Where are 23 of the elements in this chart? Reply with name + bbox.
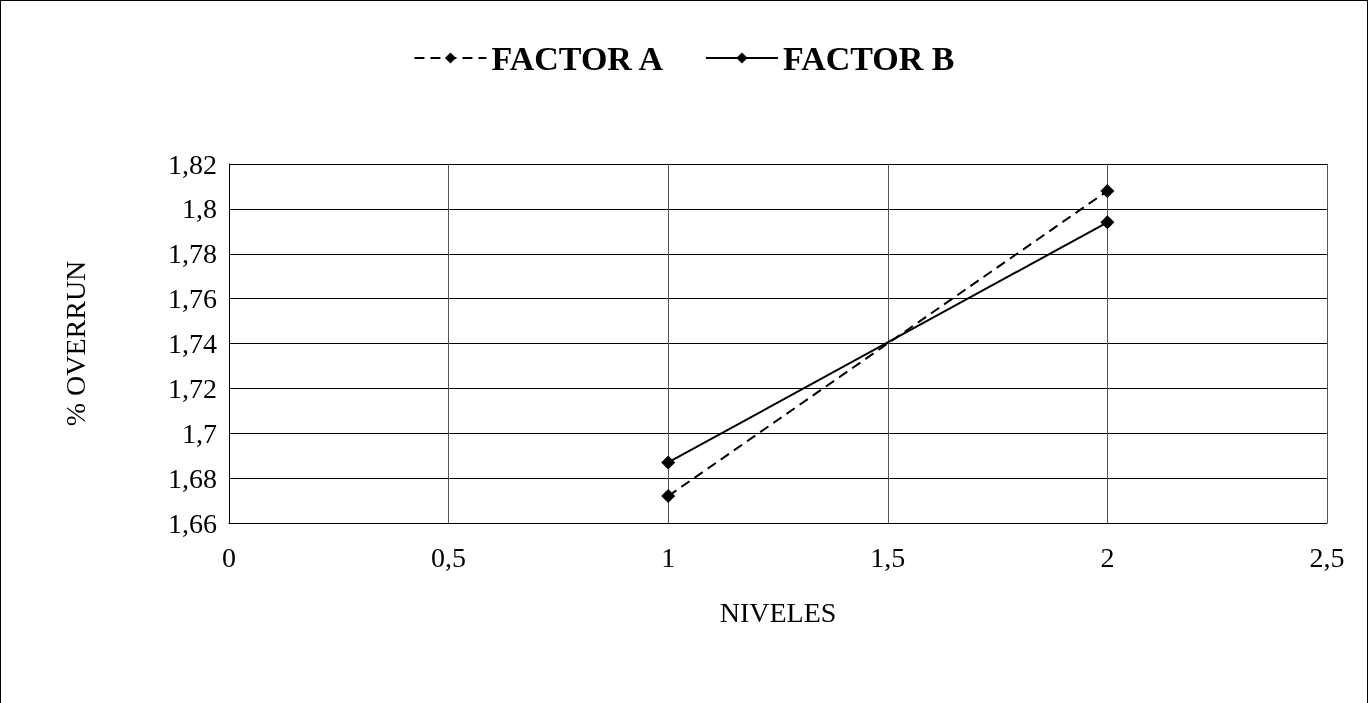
y-tick-label: 1,7 xyxy=(182,417,217,449)
y-tick-label: 1,78 xyxy=(168,238,217,270)
y-axis-title: % OVERRUN xyxy=(59,260,91,427)
point xyxy=(661,489,676,504)
y-tick-label: 1,66 xyxy=(168,507,217,539)
point xyxy=(661,455,676,470)
y-tick-label: 1,72 xyxy=(168,372,217,404)
y-tick-label: 1,76 xyxy=(168,283,217,315)
point xyxy=(1100,215,1115,230)
legend-label: FACTOR A xyxy=(491,39,664,77)
x-tick-label: 2 xyxy=(1100,541,1115,573)
y-tick-label: 1,8 xyxy=(182,193,217,225)
x-tick-label: 2,5 xyxy=(1309,541,1345,573)
x-tick-label: 1 xyxy=(661,541,676,573)
x-tick-label: 0,5 xyxy=(431,541,467,573)
y-tick-label: 1,82 xyxy=(168,148,217,180)
y-tick-label: 1,68 xyxy=(168,462,217,494)
y-tick-label: 1,74 xyxy=(168,328,217,359)
point xyxy=(1100,183,1115,198)
legend-label: FACTOR B xyxy=(782,39,955,77)
x-tick-label: 1,5 xyxy=(870,541,906,573)
x-axis-title: NIVELES xyxy=(719,596,837,628)
x-tick-label: 0 xyxy=(222,541,236,573)
